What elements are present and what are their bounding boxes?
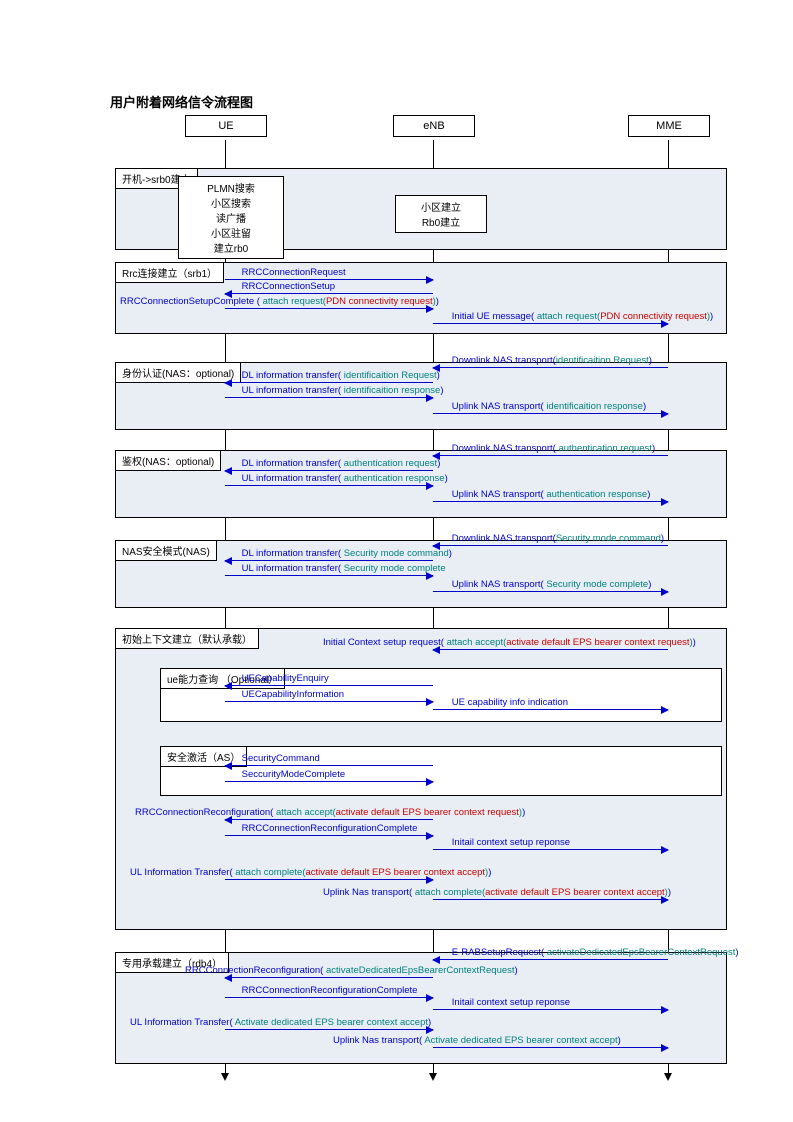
message-label: UL information transfer( authentication … — [242, 473, 448, 484]
message-label: Initial UE message( attach request(PDN c… — [452, 311, 713, 322]
inner-box: 小区建立Rb0建立 — [395, 195, 487, 233]
message-label: Uplink NAS transport( Security mode comp… — [452, 579, 652, 590]
message-label: RRCConnectionReconfiguration( activateDe… — [185, 965, 518, 976]
sequence-diagram-page: 用户附着网络信令流程图 UEeNBMME开机->srb0建立PLMN搜索小区搜索… — [0, 0, 793, 1122]
message-label: DL information transfer( authentication … — [242, 458, 441, 469]
inner-box: PLMN搜索小区搜索读广播小区驻留建立rb0 — [178, 176, 284, 259]
message-label: UL Information Transfer( Activate dedica… — [130, 1017, 431, 1028]
frame-label-f4: 鉴权(NAS：optional) — [116, 451, 221, 471]
message-label: Initial Context setup request( attach ac… — [323, 637, 696, 648]
lifeline-arrow-mme — [664, 1073, 672, 1081]
lifeline-arrow-ue — [221, 1073, 229, 1081]
message-label: Initail context setup reponse — [452, 997, 570, 1008]
message-label: Downlink NAS transport(identificaition R… — [452, 355, 652, 366]
lifeline-head-enb: eNB — [393, 115, 475, 137]
diagram-title: 用户附着网络信令流程图 — [110, 92, 253, 111]
frame-label-f2: Rrc连接建立（srb1） — [116, 263, 224, 283]
frame-label-f3: 身份认证(NAS：optional) — [116, 363, 241, 383]
message-label: RRCConnectionSetup — [242, 281, 335, 292]
message-label: Uplink NAS transport( authentication res… — [452, 489, 651, 500]
message-label: DL information transfer( identificaition… — [242, 370, 440, 381]
message-label: Initail context setup reponse — [452, 837, 570, 848]
message-label: Uplink Nas transport( Activate dedicated… — [333, 1035, 621, 1046]
message-label: RRCConnectionReconfiguration( attach acc… — [135, 807, 525, 818]
frame-label-f6b: 安全激活（AS） — [161, 747, 247, 767]
lifeline-head-ue: UE — [185, 115, 267, 137]
message-label: Uplink NAS transport( identificaition re… — [452, 401, 646, 412]
message-label: UL information transfer( Security mode c… — [242, 563, 446, 574]
message-label: Downlink NAS transport(Security mode com… — [452, 533, 664, 544]
message-label: Downlink NAS transport( authentication r… — [452, 443, 655, 454]
message-label: RRCConnectionReconfigurationComplete — [242, 985, 418, 996]
message-label: DL information transfer( Security mode c… — [242, 548, 452, 559]
message-label: SecurityCommand — [242, 753, 320, 764]
frame-label-f5: NAS安全模式(NAS) — [116, 541, 217, 561]
message-label: Uplink Nas transport( attach complete(ac… — [323, 887, 671, 898]
message-label: UL Information Transfer( attach complete… — [130, 867, 491, 878]
message-label: UECapabilityEnquiry — [242, 673, 329, 684]
message-label: RRCConnectionRequest — [242, 267, 346, 278]
message-label: UE capability info indication — [452, 697, 568, 708]
lifeline-arrow-enb — [429, 1073, 437, 1081]
message-label: E-RABSetupRequest( activateDedicatedEpsB… — [452, 947, 739, 958]
message-label: UECapabilityInformation — [242, 689, 344, 700]
message-label: RRCConnectionSetupComplete ( attach requ… — [120, 296, 439, 307]
message-label: UL information transfer( identificaition… — [242, 385, 444, 396]
frame-label-f6: 初始上下文建立（默认承载） — [116, 629, 259, 649]
message-label: SeccurityModeComplete — [242, 769, 346, 780]
lifeline-head-mme: MME — [628, 115, 710, 137]
message-label: RRCConnectionReconfigurationComplete — [242, 823, 418, 834]
